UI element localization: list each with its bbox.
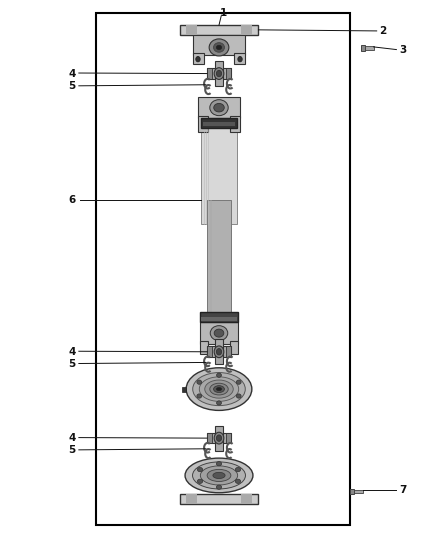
Text: 7: 7 xyxy=(399,486,406,495)
Ellipse shape xyxy=(214,386,224,392)
Ellipse shape xyxy=(216,45,222,50)
Ellipse shape xyxy=(216,349,222,355)
Bar xyxy=(230,341,238,354)
Bar xyxy=(215,340,223,365)
Ellipse shape xyxy=(200,466,238,485)
Ellipse shape xyxy=(235,479,240,483)
Bar xyxy=(361,45,365,51)
Bar xyxy=(193,35,245,55)
Text: 6: 6 xyxy=(69,195,76,205)
Ellipse shape xyxy=(209,39,229,56)
Text: 3: 3 xyxy=(399,45,406,54)
Text: 5: 5 xyxy=(69,82,76,91)
Bar xyxy=(207,433,212,443)
Bar xyxy=(180,25,258,35)
Bar xyxy=(241,494,252,504)
Ellipse shape xyxy=(196,56,200,62)
Bar xyxy=(202,123,236,126)
Ellipse shape xyxy=(237,380,241,384)
Text: 4: 4 xyxy=(69,69,76,78)
Ellipse shape xyxy=(185,458,253,492)
Text: 5: 5 xyxy=(69,359,76,369)
Bar xyxy=(226,346,231,357)
Ellipse shape xyxy=(199,377,239,401)
Ellipse shape xyxy=(214,68,224,79)
Ellipse shape xyxy=(214,346,224,358)
Bar xyxy=(193,53,204,64)
Text: 4: 4 xyxy=(69,433,76,443)
Ellipse shape xyxy=(235,467,240,472)
Bar xyxy=(200,312,238,322)
Bar xyxy=(207,200,231,320)
Bar xyxy=(350,490,363,493)
Ellipse shape xyxy=(214,43,224,52)
Text: 4: 4 xyxy=(69,347,76,357)
Bar xyxy=(207,346,212,357)
Bar xyxy=(234,53,245,64)
Bar xyxy=(198,97,240,118)
Ellipse shape xyxy=(210,383,228,395)
Ellipse shape xyxy=(216,373,221,377)
Bar xyxy=(200,341,208,354)
Ellipse shape xyxy=(210,100,228,116)
Bar xyxy=(226,433,231,443)
Bar xyxy=(207,433,231,443)
Text: 5: 5 xyxy=(69,446,76,455)
Ellipse shape xyxy=(214,329,224,337)
Ellipse shape xyxy=(238,56,242,62)
Ellipse shape xyxy=(216,435,222,441)
Ellipse shape xyxy=(207,470,231,481)
Ellipse shape xyxy=(205,380,233,398)
Bar xyxy=(215,425,223,451)
Bar xyxy=(182,387,186,392)
Bar xyxy=(200,322,238,344)
Bar xyxy=(201,118,237,128)
Bar xyxy=(361,46,374,50)
Ellipse shape xyxy=(193,373,245,406)
Text: 2: 2 xyxy=(380,26,387,36)
Bar xyxy=(207,68,212,79)
Ellipse shape xyxy=(198,479,203,483)
Bar xyxy=(207,68,231,79)
Bar xyxy=(207,346,231,357)
Bar xyxy=(241,25,252,35)
Ellipse shape xyxy=(216,485,222,489)
Bar xyxy=(230,116,240,132)
Ellipse shape xyxy=(216,387,222,391)
Bar xyxy=(215,61,223,86)
Ellipse shape xyxy=(210,326,228,341)
Ellipse shape xyxy=(213,472,225,479)
Ellipse shape xyxy=(193,462,245,489)
Text: 1: 1 xyxy=(220,9,227,18)
Ellipse shape xyxy=(214,432,224,444)
Ellipse shape xyxy=(197,394,201,398)
Bar xyxy=(186,25,197,35)
Bar xyxy=(226,68,231,79)
Bar xyxy=(201,128,237,224)
Bar xyxy=(186,494,197,504)
Ellipse shape xyxy=(216,401,221,405)
Ellipse shape xyxy=(216,462,222,466)
Ellipse shape xyxy=(186,368,252,410)
Bar xyxy=(350,489,354,494)
Bar xyxy=(198,116,208,132)
Ellipse shape xyxy=(237,394,241,398)
Ellipse shape xyxy=(214,103,224,112)
Bar xyxy=(201,317,237,321)
Bar xyxy=(180,494,258,504)
Ellipse shape xyxy=(197,380,201,384)
Ellipse shape xyxy=(216,70,222,77)
Ellipse shape xyxy=(198,467,203,472)
